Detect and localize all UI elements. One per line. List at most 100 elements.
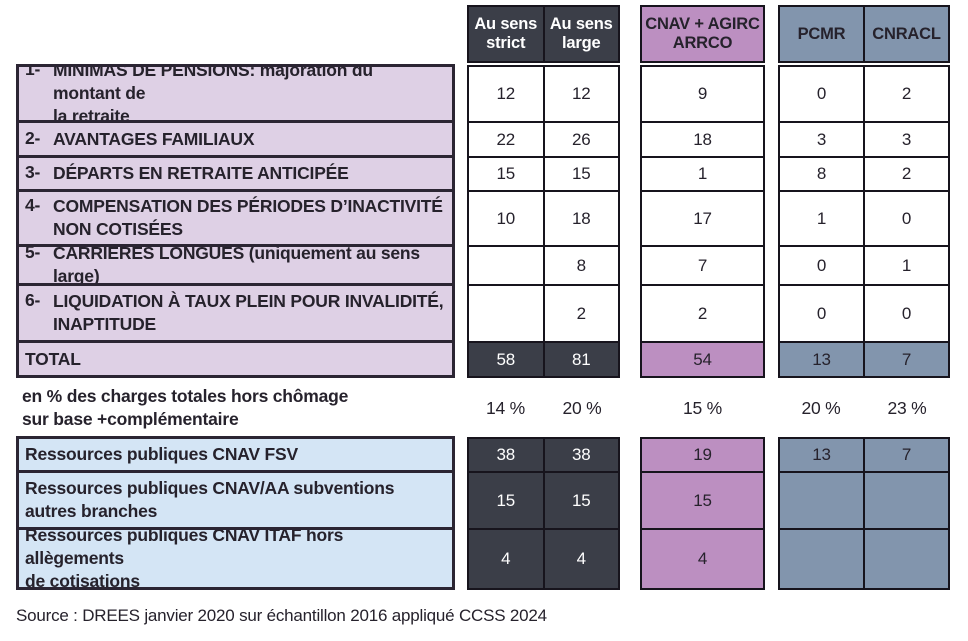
values-au-sens-main: 12 12 22 26 15 15 10 18 8 2 58 81 [467, 65, 620, 378]
row-label-liquidation-taux-plein: 6- LIQUIDATION À TAUX PLEIN POUR INVALID… [19, 283, 452, 340]
value-cell: 13 [780, 439, 863, 471]
value-cell: 0 [780, 247, 863, 284]
value-row: 9 [642, 67, 763, 121]
row-label-ressources-cnav-fsv: Ressources publiques CNAV FSV [19, 439, 452, 470]
row-label-text: DÉPARTS EN RETRAITE ANTICIPÉE [53, 163, 349, 184]
value-row [780, 471, 948, 528]
value-row: 54 [642, 341, 763, 376]
value-row: 10 18 [469, 190, 618, 245]
value-cell [863, 530, 948, 588]
row-label-text: Ressources publiques CNAV FSV [25, 444, 298, 465]
value-cell: 2 [863, 158, 948, 190]
value-cell: 15 [469, 158, 543, 190]
value-cell: 81 [542, 343, 618, 376]
value-cell: 7 [863, 343, 948, 376]
value-row: 58 81 [469, 341, 618, 376]
row-label-text: Ressources publiques CNAV/AA subventions… [25, 478, 395, 521]
value-cell: 13 [780, 343, 863, 376]
value-cell: 8 [542, 247, 618, 284]
row-label-avantages-familiaux: 2- AVANTAGES FAMILIAUX [19, 120, 452, 155]
value-cell [469, 247, 543, 284]
value-cell: 2 [542, 286, 618, 341]
value-cell: 1 [642, 158, 763, 190]
resources-labels-table: Ressources publiques CNAV FSV Ressources… [16, 436, 455, 590]
row-labels-table: 1- MINIMAS DE PENSIONS: majoration du mo… [16, 64, 455, 378]
row-number: 5- [25, 244, 41, 263]
column-header-au-sens-large: Au sens large [542, 7, 618, 61]
row-number: 3- [25, 162, 41, 183]
value-cell: 7 [642, 247, 763, 284]
value-cell: 7 [863, 439, 948, 471]
pct-row-label: en % des charges totales hors chômage su… [22, 386, 349, 429]
row-number: 1- [25, 67, 41, 80]
value-row: 15 15 [469, 156, 618, 190]
values-au-sens-resources: 38 38 15 15 4 4 [467, 437, 620, 590]
value-cell [863, 473, 948, 528]
row-label-carrieres-longues: 5- CARRIÈRES LONGUES (uniquement au sens… [19, 244, 452, 283]
value-row: 13 7 [780, 341, 948, 376]
row-label-text: TOTAL [25, 348, 81, 369]
value-cell: 2 [863, 67, 948, 121]
value-cell: 9 [642, 67, 763, 121]
value-row: 2 [469, 284, 618, 341]
values-cnav-agirc-resources: 19 15 4 [640, 437, 765, 590]
header-group-au-sens: Au sens strict Au sens large [467, 5, 620, 63]
values-regimes-resources: 13 7 [778, 437, 950, 590]
column-header-pcmr: PCMR [780, 7, 863, 61]
header-group-regimes: PCMR CNRACL [778, 5, 950, 63]
value-row: 15 15 [469, 471, 618, 528]
value-cell: 12 [542, 67, 618, 121]
value-cell: 38 [542, 439, 618, 471]
value-cell: 19 [642, 439, 763, 471]
value-row: 22 26 [469, 121, 618, 156]
value-row: 18 [642, 121, 763, 156]
values-cnav-agirc-main: 9 18 1 17 7 2 54 [640, 65, 765, 378]
row-label-total: TOTAL [19, 340, 452, 375]
value-row: 38 38 [469, 439, 618, 471]
column-header-au-sens-strict: Au sens strict [469, 7, 543, 61]
row-number: 6- [25, 290, 41, 311]
value-row: 15 [642, 471, 763, 528]
column-header-cnav-agirc-arrco: CNAV + AGIRC ARRCO [642, 7, 763, 61]
value-cell: 4 [469, 530, 543, 588]
column-header-cnracl: CNRACL [863, 7, 948, 61]
value-cell: 15 [642, 473, 763, 528]
pct-value-au-sens-strict: 14 % [485, 397, 526, 418]
row-label-text: LIQUIDATION À TAUX PLEIN POUR INVALIDITÉ… [53, 291, 444, 334]
value-cell: 0 [863, 192, 948, 245]
value-cell: 54 [642, 343, 763, 376]
value-cell [780, 530, 863, 588]
row-label-text: CARRIÈRES LONGUES (uniquement au sens la… [53, 244, 420, 283]
value-row: 1 [642, 156, 763, 190]
value-cell: 4 [542, 530, 618, 588]
value-row: 7 [642, 245, 763, 284]
value-cell: 15 [542, 158, 618, 190]
value-row: 19 [642, 439, 763, 471]
value-cell: 12 [469, 67, 543, 121]
value-cell: 17 [642, 192, 763, 245]
value-cell: 18 [642, 123, 763, 156]
value-row: 8 [469, 245, 618, 284]
value-cell: 3 [780, 123, 863, 156]
header-group-cnav-agirc-arrco: CNAV + AGIRC ARRCO [640, 5, 765, 63]
value-cell: 4 [642, 530, 763, 588]
value-cell: 58 [469, 343, 543, 376]
pct-value-au-sens-large: 20 % [562, 397, 602, 418]
value-cell: 2 [642, 286, 763, 341]
row-label-text: COMPENSATION DES PÉRIODES D’INACTIVITÉ N… [53, 196, 443, 239]
value-cell: 15 [542, 473, 618, 528]
value-cell: 1 [863, 247, 948, 284]
value-cell: 38 [469, 439, 543, 471]
value-row [780, 528, 948, 588]
value-cell: 0 [780, 286, 863, 341]
row-label-departs-retraite-anticipee: 3- DÉPARTS EN RETRAITE ANTICIPÉE [19, 155, 452, 189]
value-cell: 26 [542, 123, 618, 156]
source-caption: Source : DREES janvier 2020 sur échantil… [16, 606, 547, 625]
value-cell: 10 [469, 192, 543, 245]
value-row: 13 7 [780, 439, 948, 471]
